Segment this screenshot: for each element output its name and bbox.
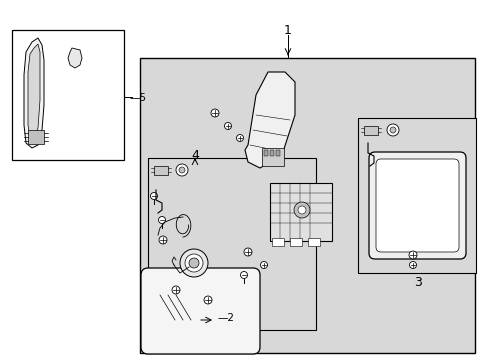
Bar bbox=[269, 183, 331, 241]
Bar bbox=[262, 148, 284, 166]
Polygon shape bbox=[28, 44, 40, 140]
Circle shape bbox=[184, 254, 203, 272]
Circle shape bbox=[386, 124, 398, 136]
Circle shape bbox=[389, 127, 395, 133]
Circle shape bbox=[224, 122, 231, 130]
Bar bbox=[289, 238, 302, 246]
Bar bbox=[148, 158, 315, 330]
Bar bbox=[357, 118, 475, 273]
Text: —2: —2 bbox=[218, 313, 235, 323]
Bar bbox=[140, 58, 474, 353]
Circle shape bbox=[210, 109, 219, 117]
Bar bbox=[363, 126, 377, 135]
Circle shape bbox=[203, 296, 212, 304]
Bar bbox=[264, 150, 267, 156]
Polygon shape bbox=[244, 72, 294, 168]
Bar bbox=[275, 150, 280, 156]
Text: 4: 4 bbox=[191, 149, 199, 162]
Bar bbox=[271, 238, 284, 246]
Circle shape bbox=[297, 206, 305, 214]
Circle shape bbox=[189, 258, 199, 268]
Circle shape bbox=[150, 193, 157, 199]
Bar bbox=[307, 238, 319, 246]
Circle shape bbox=[180, 249, 207, 277]
Text: 3: 3 bbox=[413, 275, 421, 288]
Circle shape bbox=[179, 167, 184, 173]
Circle shape bbox=[240, 271, 247, 279]
FancyBboxPatch shape bbox=[368, 152, 465, 259]
Circle shape bbox=[260, 261, 267, 269]
Polygon shape bbox=[24, 38, 44, 148]
Bar bbox=[28, 130, 44, 144]
Circle shape bbox=[236, 135, 243, 141]
Text: —5: —5 bbox=[130, 93, 147, 103]
Bar bbox=[12, 30, 124, 160]
Circle shape bbox=[176, 164, 187, 176]
Circle shape bbox=[244, 248, 251, 256]
Circle shape bbox=[172, 286, 180, 294]
Circle shape bbox=[408, 251, 416, 259]
Circle shape bbox=[158, 216, 165, 224]
Polygon shape bbox=[68, 48, 82, 68]
Text: 1: 1 bbox=[284, 23, 291, 36]
Circle shape bbox=[293, 202, 309, 218]
Circle shape bbox=[408, 261, 416, 269]
Bar bbox=[154, 166, 168, 175]
Bar bbox=[269, 150, 273, 156]
FancyBboxPatch shape bbox=[141, 268, 260, 354]
Circle shape bbox=[159, 236, 167, 244]
FancyBboxPatch shape bbox=[375, 159, 458, 252]
